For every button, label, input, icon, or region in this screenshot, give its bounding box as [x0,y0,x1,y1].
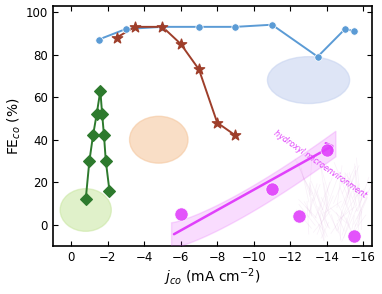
Point [86,159,92,163]
Point [103,159,109,163]
Point [132,24,138,29]
Point [269,186,275,191]
Text: hydroxyl microenvironment: hydroxyl microenvironment [272,128,368,199]
Point [159,24,165,29]
Y-axis label: FE$_{co}$ (%): FE$_{co}$ (%) [6,97,23,155]
Point [351,233,357,238]
Point [114,35,120,40]
Point [232,24,238,29]
Point [94,112,100,116]
Point [351,29,357,34]
Ellipse shape [60,189,111,231]
Point [99,112,105,116]
Point [214,120,220,125]
Point [342,27,348,31]
Point [107,188,113,193]
Point [96,37,102,42]
Polygon shape [172,131,336,248]
Point [196,24,202,29]
Point [324,148,330,153]
Point [97,88,104,93]
Point [101,133,107,138]
Point [269,22,275,27]
Ellipse shape [129,116,188,163]
Point [315,54,321,59]
X-axis label: $j_{co}$ (mA cm$^{-2}$): $j_{co}$ (mA cm$^{-2}$) [164,267,261,288]
Point [178,212,184,217]
Point [232,133,238,138]
Point [296,214,303,219]
Point [196,67,202,72]
Point [83,197,89,202]
Point [123,27,129,31]
Point [178,41,184,46]
Ellipse shape [267,57,350,103]
Point [90,133,96,138]
Point [159,24,165,29]
